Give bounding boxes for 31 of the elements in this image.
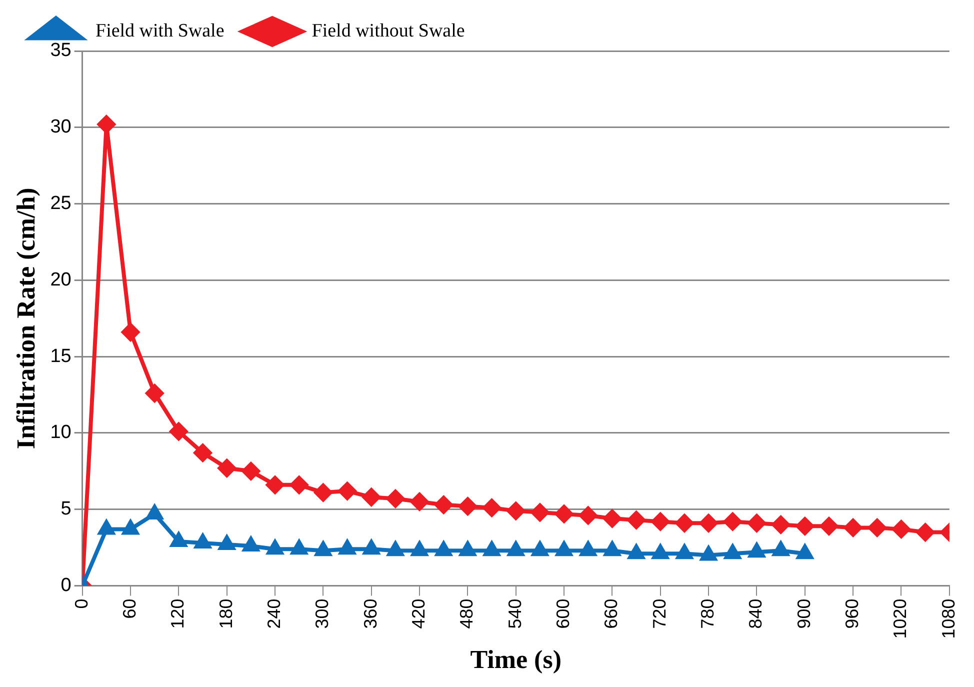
x-tick-label: 780 bbox=[698, 598, 718, 629]
x-tick-label: 1020 bbox=[890, 598, 910, 639]
x-tick-label: 240 bbox=[264, 598, 284, 629]
x-axis-title: Time (s) bbox=[470, 645, 562, 674]
legend-label: Field with Swale bbox=[96, 20, 224, 42]
x-tick-label: 840 bbox=[746, 598, 766, 629]
y-tick-label: 15 bbox=[50, 346, 72, 367]
x-tick-label: 300 bbox=[312, 598, 332, 629]
y-tick-label: 30 bbox=[50, 116, 72, 138]
y-tick-label: 10 bbox=[50, 422, 72, 444]
x-tick-label: 900 bbox=[794, 598, 814, 629]
x-tick-label: 0 bbox=[71, 598, 92, 609]
y-tick-label: 5 bbox=[60, 498, 72, 520]
x-tick-label: 180 bbox=[216, 598, 236, 629]
x-tick-label: 540 bbox=[504, 598, 525, 629]
x-tick-label: 360 bbox=[360, 598, 380, 629]
legend-label: Field without Swale bbox=[312, 20, 465, 42]
y-tick-label: 25 bbox=[50, 193, 72, 214]
x-tick-label: 960 bbox=[842, 598, 862, 629]
y-tick-label: 20 bbox=[50, 269, 72, 290]
x-tick-label: 420 bbox=[408, 598, 428, 629]
y-axis-title: Infiltration Rate (cm/h) bbox=[11, 188, 40, 450]
x-tick-label: 720 bbox=[649, 598, 670, 629]
x-tick-label: 60 bbox=[119, 598, 140, 619]
y-tick-label: 0 bbox=[60, 574, 72, 596]
x-tick-label: 480 bbox=[456, 598, 477, 629]
x-tick-label: 1080 bbox=[938, 598, 958, 639]
x-tick-label: 600 bbox=[553, 598, 574, 629]
x-tick-label: 120 bbox=[168, 598, 188, 629]
y-tick-label: 35 bbox=[50, 40, 72, 62]
x-tick-label: 660 bbox=[601, 598, 622, 629]
